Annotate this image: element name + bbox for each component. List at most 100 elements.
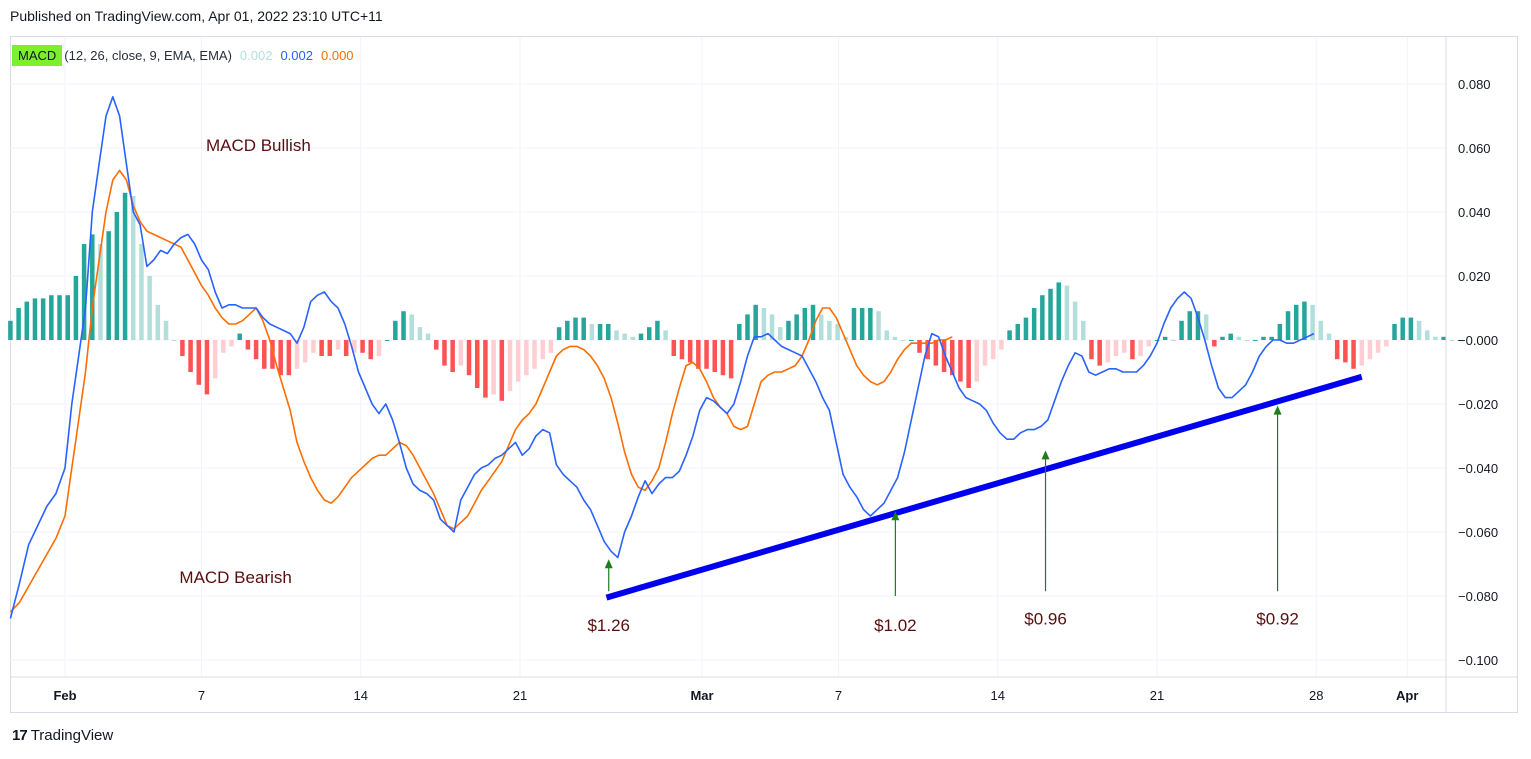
histogram-bar <box>606 324 611 340</box>
histogram-bar <box>401 311 406 340</box>
histogram-bar <box>753 304 758 340</box>
histogram-bar <box>1203 314 1209 340</box>
x-tick-label: Mar <box>690 688 713 703</box>
histogram-bar <box>1015 324 1021 340</box>
histogram-bar <box>8 320 13 340</box>
arrow-up-icon <box>604 559 613 569</box>
x-tick-label: 7 <box>835 688 842 703</box>
histogram-bar <box>949 340 955 376</box>
histogram-bar <box>671 340 677 356</box>
annotations: $1.26 $1.02 $0.96 $0.92 MACD Bullish MACD Bea… <box>179 136 1363 635</box>
indicator-tag[interactable]: MACD <box>12 44 63 66</box>
indicator-legend[interactable]: MACD (12, 26, close, 9, EMA, EMA) 0.002 … <box>12 44 354 66</box>
histogram-bar <box>1261 336 1266 340</box>
histogram-bar <box>81 244 87 340</box>
histogram-bar <box>384 340 390 341</box>
signal-value: 0.000 <box>321 47 354 63</box>
histogram-bar <box>1228 333 1233 340</box>
histogram-bar <box>1375 340 1381 353</box>
histogram-value: 0.002 <box>239 47 273 63</box>
histogram-bar <box>712 340 717 372</box>
histogram-bar <box>491 340 496 395</box>
histogram-bar <box>163 320 169 340</box>
histogram-bar <box>900 340 906 341</box>
x-tick-label: 7 <box>198 688 205 703</box>
histogram-bar <box>368 340 374 360</box>
histogram-bar <box>892 336 898 340</box>
histogram-bar <box>1195 311 1201 340</box>
histogram-bar <box>532 340 537 369</box>
histogram-bar <box>1408 317 1414 340</box>
histogram-bar <box>130 196 136 340</box>
histogram-bar <box>614 330 619 340</box>
arrow-up-icon <box>1041 450 1050 460</box>
histogram-bar <box>188 340 193 372</box>
histogram-bar <box>1302 301 1307 340</box>
histogram-bar <box>1244 340 1250 341</box>
histogram-bar <box>253 340 259 360</box>
histogram-bar <box>1310 304 1315 340</box>
histogram-bar <box>204 340 210 395</box>
histogram-bar <box>966 340 971 388</box>
y-tick-label: 0.060 <box>1458 141 1491 156</box>
histogram-bar <box>646 327 652 340</box>
support-trendline <box>605 373 1363 601</box>
macd-annotation: MACD Bearish <box>179 568 291 587</box>
histogram <box>8 192 1463 401</box>
histogram-bar <box>1048 288 1053 340</box>
histogram-bar <box>393 320 398 340</box>
histogram-bar <box>917 340 922 353</box>
histogram-bar <box>524 340 529 376</box>
histogram-bar <box>40 298 46 340</box>
tradingview-logo[interactable]: 17 TradingView <box>12 727 113 744</box>
histogram-bar <box>884 330 889 340</box>
histogram-bar <box>1072 301 1078 340</box>
histogram-bar <box>90 234 95 340</box>
histogram-bar <box>720 340 726 376</box>
histogram-bar <box>556 327 562 340</box>
histogram-bar <box>302 340 308 363</box>
histogram-bar <box>1171 340 1176 341</box>
histogram-bar <box>319 340 324 356</box>
histogram-bar <box>1400 317 1405 340</box>
histogram-bar <box>941 340 947 372</box>
histogram-bar <box>65 295 70 340</box>
histogram-bar <box>835 324 840 340</box>
histogram-bar <box>278 340 283 376</box>
histogram-bar <box>589 324 595 340</box>
histogram-bar <box>1343 340 1348 363</box>
histogram-bar <box>622 333 627 340</box>
histogram-bar <box>1138 340 1143 356</box>
histogram-bar <box>221 340 226 353</box>
histogram-bar <box>1293 304 1299 340</box>
histogram-bar <box>515 340 521 382</box>
histogram-bar <box>499 340 505 401</box>
histogram-bar <box>286 340 292 376</box>
histogram-bar <box>974 340 980 382</box>
tradingview-brand: TradingView <box>30 727 114 744</box>
histogram-bar <box>24 301 30 340</box>
histogram-bar <box>376 340 382 356</box>
histogram-bar <box>450 340 455 372</box>
histogram-bar <box>180 340 185 356</box>
histogram-bar <box>696 340 701 369</box>
histogram-bar <box>687 340 693 363</box>
macd-annotation: MACD Bullish <box>206 136 311 155</box>
histogram-bar <box>171 340 177 341</box>
x-tick-label: Apr <box>1396 688 1418 703</box>
x-tick-label: 21 <box>1150 688 1164 703</box>
histogram-bar <box>1318 320 1324 340</box>
histogram-bar <box>196 340 202 385</box>
histogram-bar <box>1212 340 1217 347</box>
published-header: Published on TradingView.com, Apr 01, 20… <box>10 8 383 24</box>
histogram-bar <box>1154 340 1160 341</box>
histogram-bar <box>155 304 161 340</box>
histogram-bar <box>1179 320 1184 340</box>
histogram-bar <box>990 340 996 360</box>
histogram-bar <box>597 324 603 340</box>
histogram-bar <box>237 333 242 340</box>
y-tick-label: −0.060 <box>1458 525 1498 540</box>
histogram-bar <box>1326 333 1332 340</box>
histogram-bar <box>1097 340 1102 366</box>
